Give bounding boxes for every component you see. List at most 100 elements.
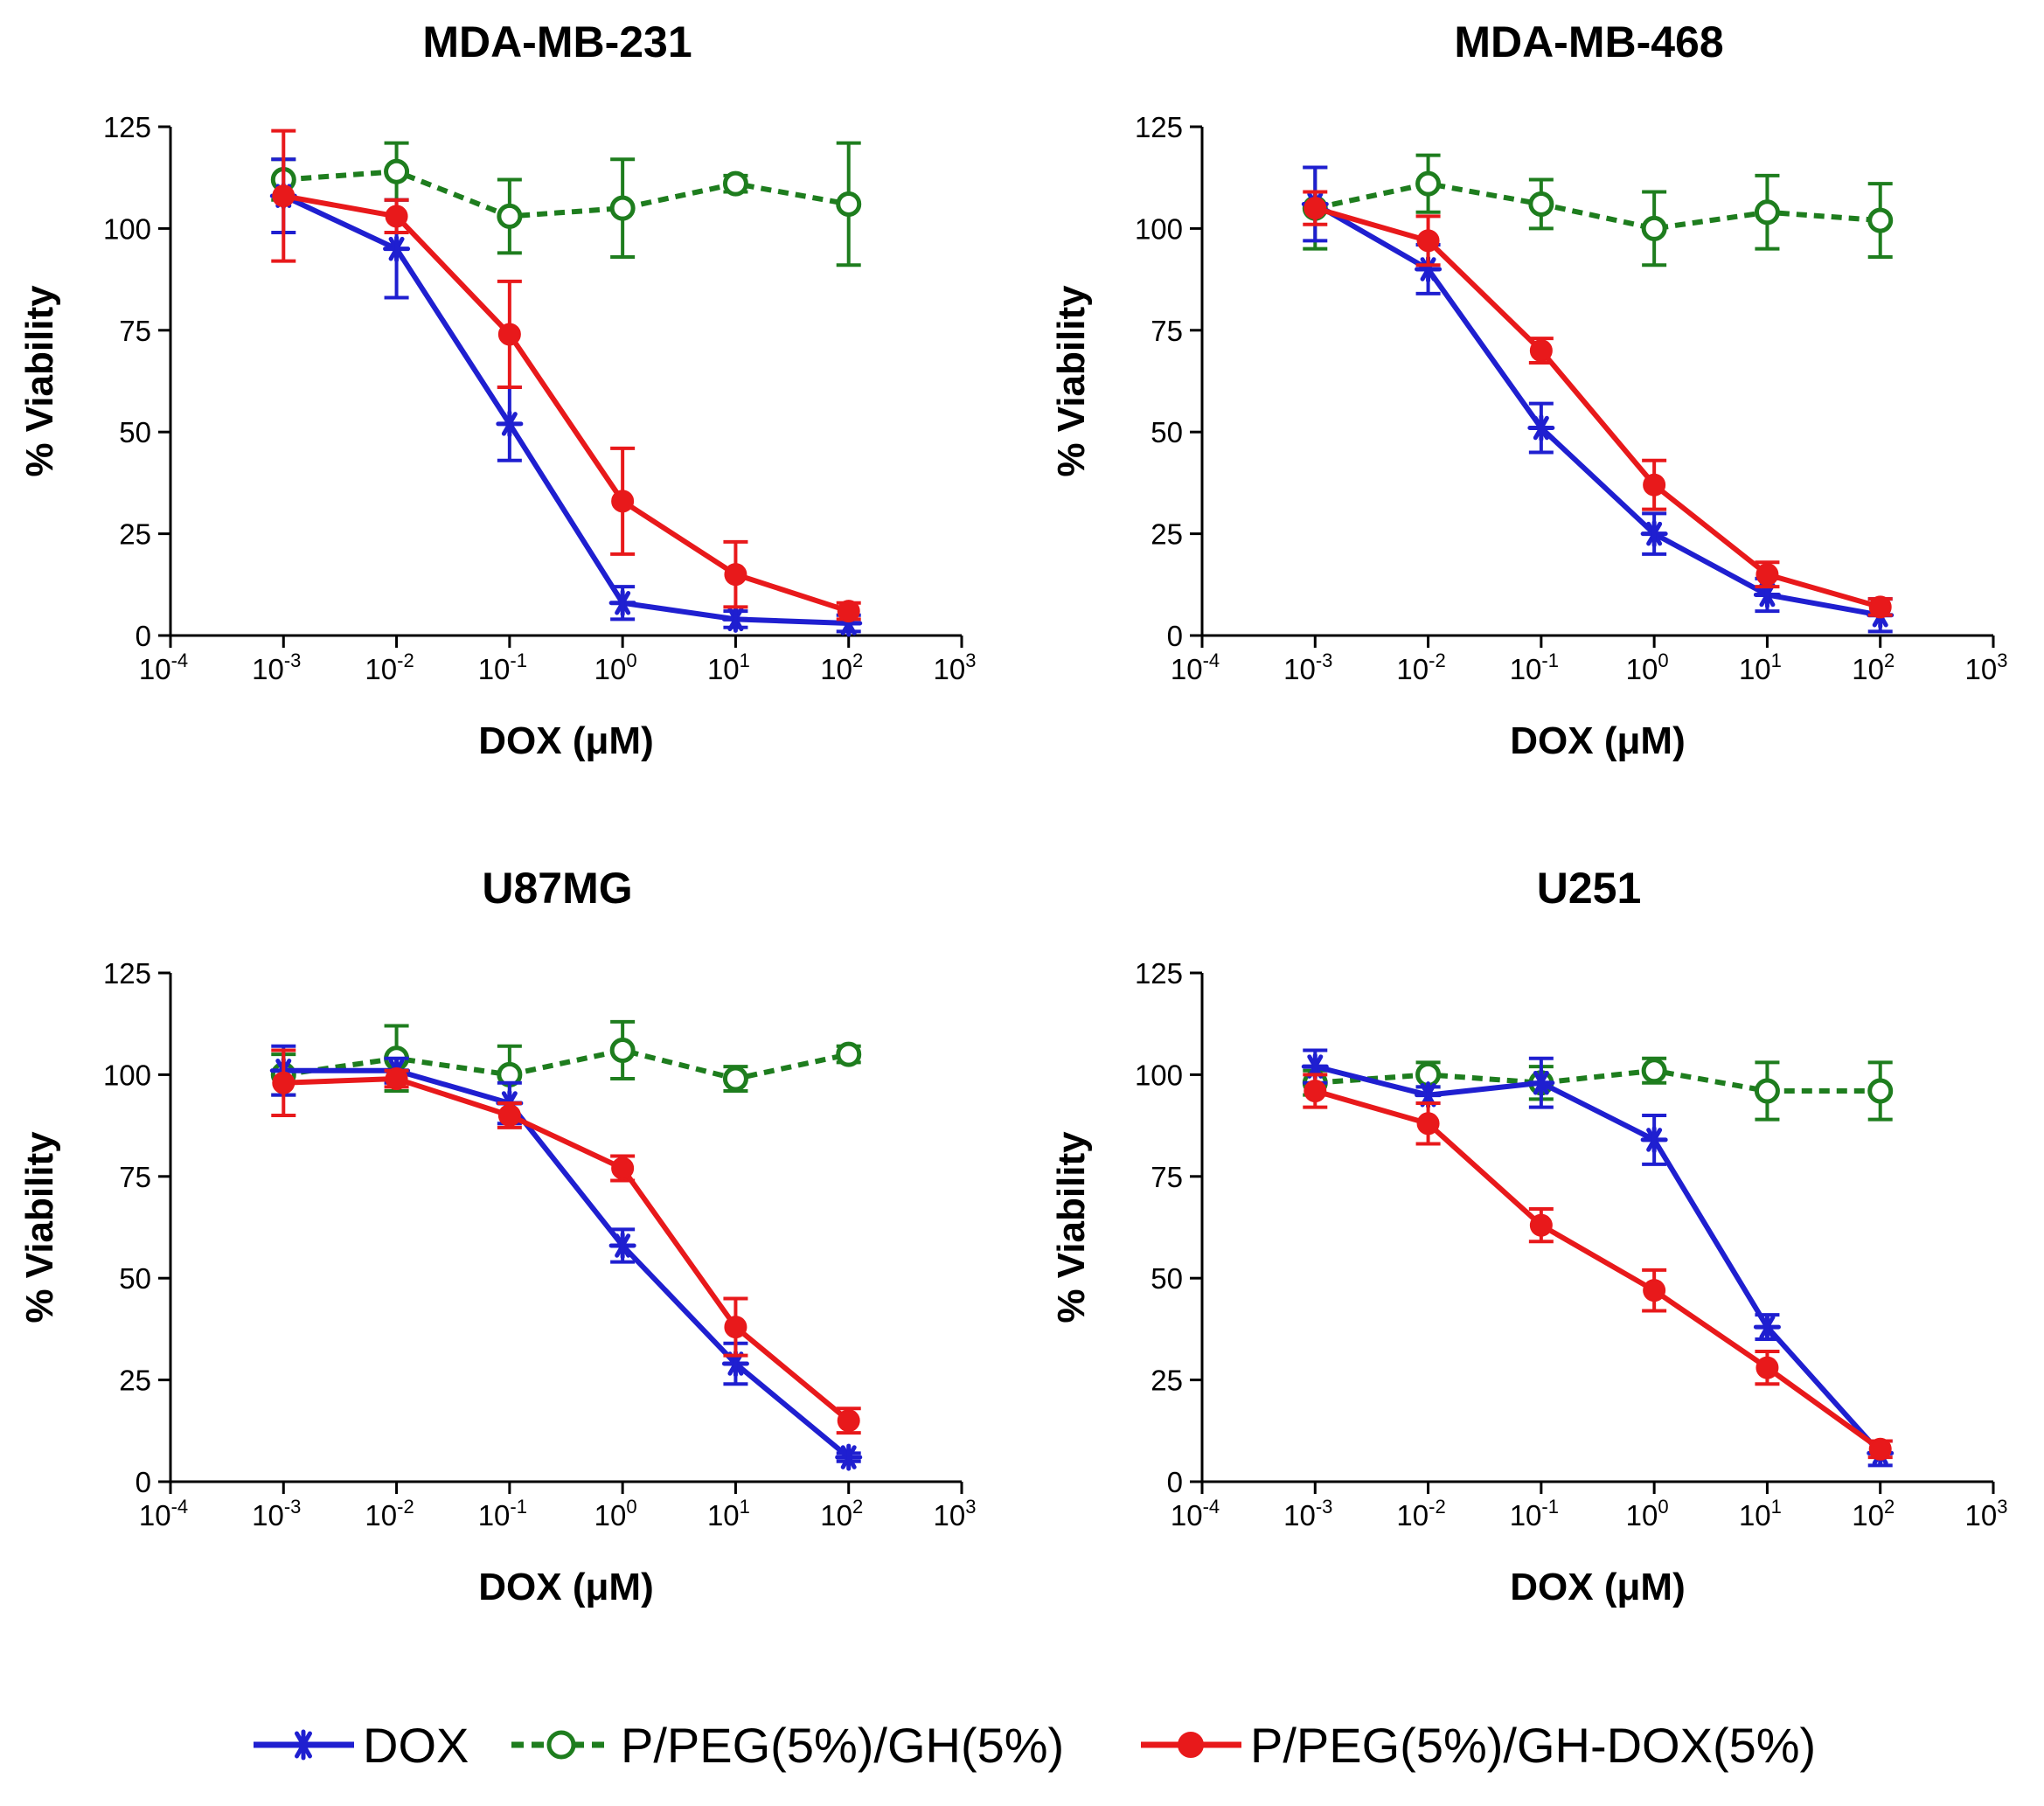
y-tick-label: 50 — [1151, 1262, 1183, 1295]
data-point — [1640, 520, 1668, 548]
data-point — [724, 1316, 747, 1339]
data-point — [724, 563, 747, 587]
x-axis-label: DOX (μM) — [1510, 1566, 1685, 1608]
x-tick-label: 101 — [707, 1496, 750, 1532]
series-line — [1313, 201, 1881, 618]
y-tick-label: 100 — [103, 212, 151, 245]
data-point — [1529, 1213, 1553, 1237]
data-point — [1754, 1078, 1780, 1104]
x-tick-label: 10-3 — [252, 1496, 301, 1532]
y-tick-label: 0 — [136, 620, 151, 652]
panel-title: MDA-MB-231 — [422, 17, 692, 66]
x-tick-label: 103 — [1965, 649, 2008, 685]
data-point — [1416, 229, 1440, 253]
x-tick-label: 10-1 — [1510, 1496, 1559, 1532]
y-tick-label: 125 — [103, 957, 151, 990]
x-tick-label: 100 — [1626, 649, 1669, 685]
panel-u87mg: U87MG 0 25 50 75 100 125 10-4 10-3 10-2 10-1 100 101… — [18, 864, 976, 1608]
x-tick-label: 10-4 — [1171, 649, 1220, 685]
data-point — [385, 1067, 408, 1091]
panel-title: U251 — [1537, 864, 1642, 913]
x-tick-label: 100 — [594, 649, 637, 685]
data-point — [1641, 1058, 1667, 1084]
y-tick-label: 50 — [119, 416, 151, 448]
data-point — [1641, 215, 1667, 241]
legend-label: DOX — [363, 1718, 469, 1773]
series-line — [1314, 1088, 1882, 1452]
x-tick-label: 100 — [594, 1496, 637, 1532]
panel-u251: U251 0 25 50 75 100 125 10-4 10-3 10-2 10-1 100 101 1… — [1050, 864, 2007, 1608]
y-tick-label: 100 — [103, 1059, 151, 1091]
x-tick-label: 100 — [1626, 1496, 1669, 1532]
data-point — [1527, 1069, 1555, 1097]
series-line — [282, 193, 849, 627]
y-tick-label: 50 — [119, 1262, 151, 1295]
x-tick-label: 10-2 — [365, 1496, 414, 1532]
legend-label: P/PEG(5%)/GH(5%) — [621, 1718, 1064, 1773]
y-tick-label: 75 — [1151, 315, 1183, 347]
x-tick-label: 102 — [1852, 649, 1895, 685]
y-axis-label: % Viability — [18, 1131, 61, 1323]
data-point — [836, 191, 862, 217]
panel-mda-mb-468: MDA-MB-468 0 25 50 75 100 125 10-4 10-3 10-2 10-1 1… — [1050, 17, 2007, 762]
data-point — [1643, 473, 1666, 497]
legend: DOX P/PEG(5%)/GH(5%) P/PEG(5%)/GH-DOX(5%) — [254, 1718, 1816, 1773]
x-tick-label: 10-3 — [252, 649, 301, 685]
data-point — [608, 1232, 636, 1260]
y-tick-label: 75 — [1151, 1161, 1183, 1193]
legend-marker — [288, 1729, 319, 1761]
legend-item-p-peg-5-gh-5: P/PEG(5%)/GH(5%) — [511, 1718, 1064, 1773]
x-tick-label: 10-4 — [1171, 1496, 1220, 1532]
x-tick-label: 103 — [1965, 1496, 2008, 1532]
x-tick-label: 102 — [1852, 1496, 1895, 1532]
series-line — [283, 169, 850, 219]
x-tick-label: 101 — [707, 649, 750, 685]
x-tick-label: 10-2 — [1396, 649, 1445, 685]
data-point — [722, 1066, 748, 1092]
y-tick-label: 50 — [1151, 416, 1183, 448]
series-line — [283, 1076, 851, 1423]
panel-title: U87MG — [482, 864, 632, 913]
data-point — [272, 1071, 295, 1094]
data-point — [1640, 1126, 1668, 1154]
y-tick-label: 25 — [119, 518, 151, 551]
x-tick-label: 10-1 — [478, 1496, 527, 1532]
data-point — [497, 203, 523, 229]
x-tick-label: 10-2 — [1396, 1496, 1445, 1532]
y-tick-label: 125 — [1135, 957, 1183, 990]
series-line — [1314, 181, 1881, 232]
x-tick-label: 102 — [820, 1496, 863, 1532]
series-p-peg-5-gh-dox-5 — [271, 1048, 861, 1435]
y-tick-label: 100 — [1135, 212, 1183, 245]
y-tick-label: 25 — [1151, 518, 1183, 551]
legend-marker — [546, 1730, 576, 1760]
y-tick-label: 25 — [1151, 1365, 1183, 1397]
data-point — [837, 600, 860, 623]
data-point — [272, 184, 295, 208]
x-axis-label: DOX (μM) — [478, 719, 653, 762]
data-point — [722, 170, 748, 197]
data-point — [1304, 197, 1327, 220]
legend-label: P/PEG(5%)/GH-DOX(5%) — [1250, 1718, 1816, 1773]
data-point — [835, 1443, 863, 1471]
series-p-peg-5-gh-dox-5 — [1303, 1073, 1893, 1461]
series-p-peg-5-gh-5 — [1302, 153, 1894, 267]
data-point — [1753, 1313, 1781, 1341]
data-point — [609, 195, 636, 221]
data-point — [1867, 1078, 1894, 1104]
series-p-peg-5-gh-dox-5 — [271, 129, 861, 623]
series-line — [1314, 205, 1881, 610]
data-point — [496, 410, 524, 438]
y-tick-label: 125 — [103, 111, 151, 143]
x-tick-label: 10-1 — [1510, 649, 1559, 685]
y-axis-label: % Viability — [18, 285, 61, 477]
data-point — [1868, 1437, 1892, 1461]
series-p-peg-5-gh-5 — [270, 1019, 862, 1105]
y-tick-label: 125 — [1135, 111, 1183, 143]
data-point — [1867, 207, 1894, 233]
x-tick-label: 102 — [820, 649, 863, 685]
data-point — [609, 1037, 636, 1063]
series-line — [282, 1047, 850, 1082]
